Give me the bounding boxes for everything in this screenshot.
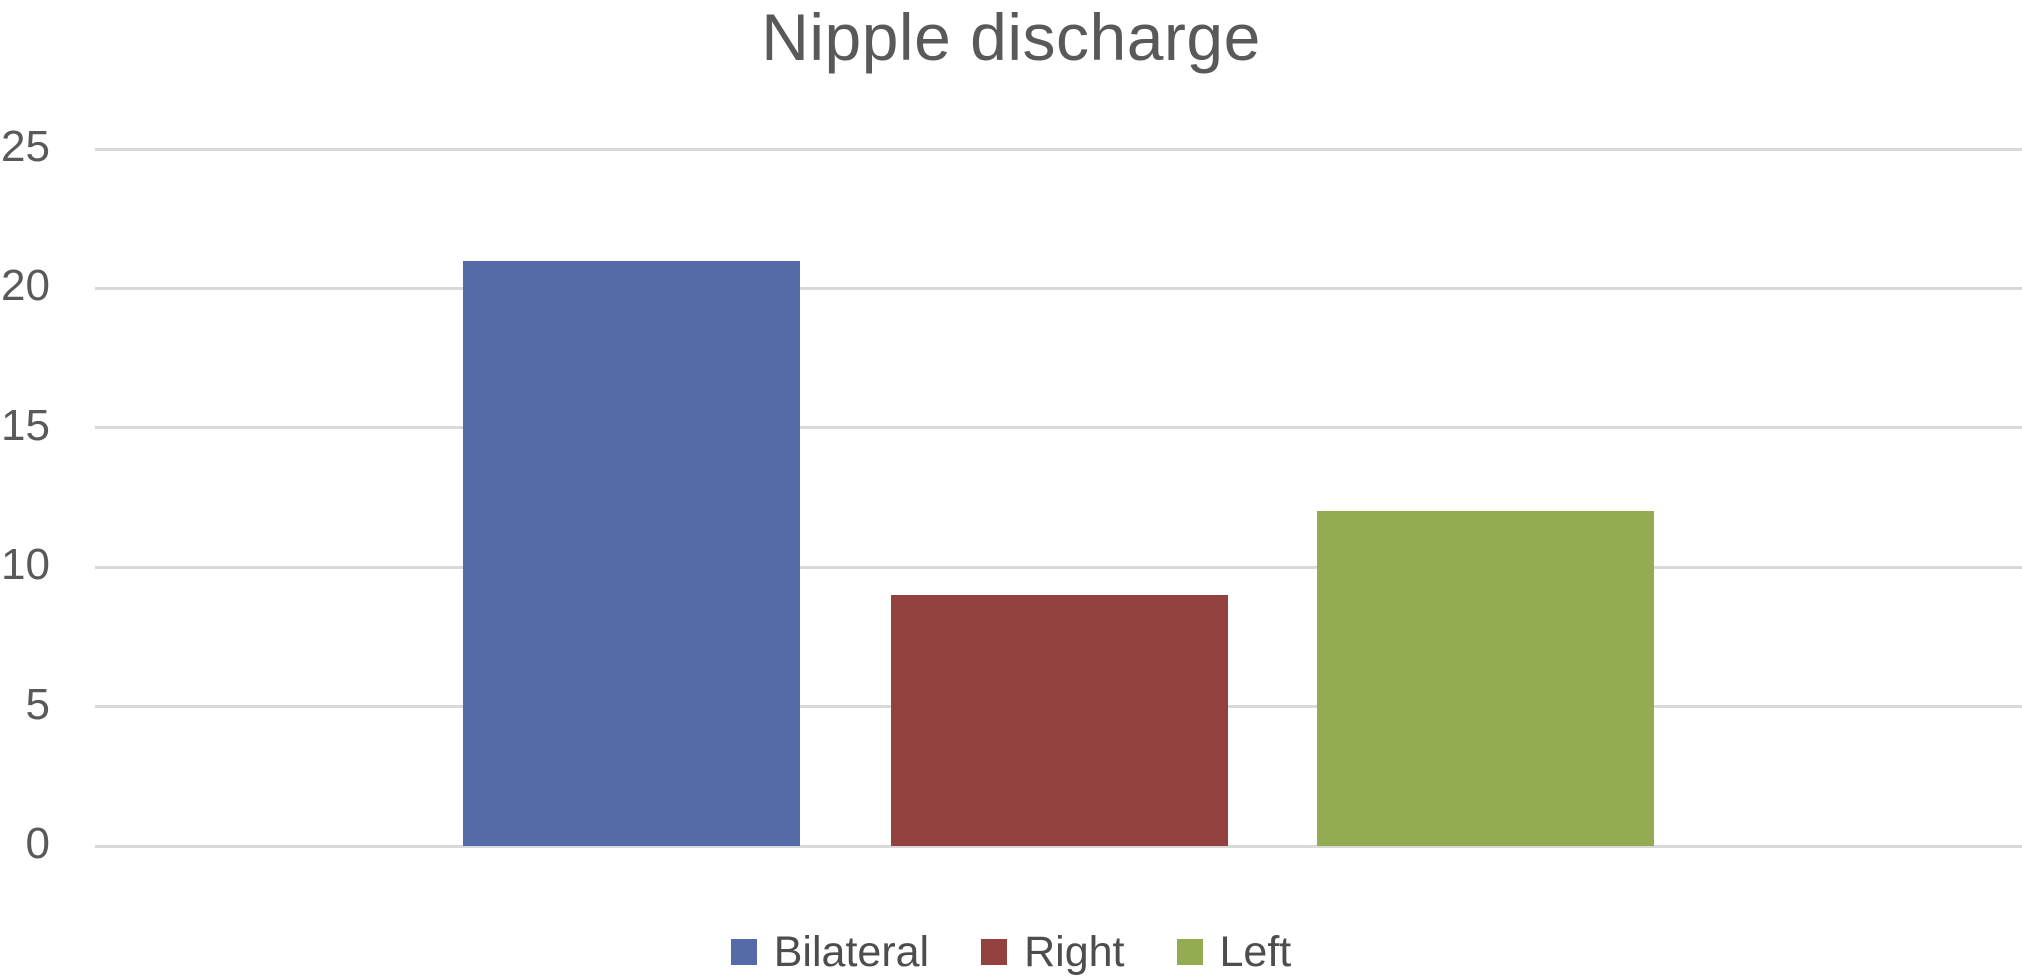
legend-label: Right — [1024, 928, 1125, 976]
y-tick-label-5: 5 — [25, 679, 50, 729]
legend-swatch-icon — [730, 939, 757, 965]
y-tick-label-10: 10 — [1, 540, 50, 590]
legend-label: Left — [1219, 928, 1292, 976]
gridline-0 — [95, 844, 2022, 848]
chart-legend: Bilateral Right Left — [0, 928, 2022, 976]
y-tick-label-0: 0 — [25, 819, 50, 868]
bar-left — [1316, 511, 1654, 846]
gridline-10 — [95, 565, 2022, 569]
gridline-20 — [95, 286, 2022, 290]
bar-bilateral — [462, 260, 800, 846]
gridline-15 — [95, 426, 2022, 430]
legend-swatch-icon — [981, 939, 1008, 965]
legend-item-left: Left — [1176, 928, 1292, 976]
legend-swatch-icon — [1176, 939, 1203, 965]
legend-item-bilateral: Bilateral — [730, 928, 930, 976]
legend-label: Bilateral — [773, 928, 930, 976]
y-tick-label-15: 15 — [1, 400, 50, 450]
y-tick-label-25: 25 — [1, 122, 50, 171]
bar-right — [890, 595, 1228, 846]
gridline-25 — [95, 147, 2022, 151]
chart-title: Nipple discharge — [761, 0, 1261, 74]
legend-item-right: Right — [981, 928, 1125, 976]
y-tick-label-20: 20 — [1, 261, 50, 311]
